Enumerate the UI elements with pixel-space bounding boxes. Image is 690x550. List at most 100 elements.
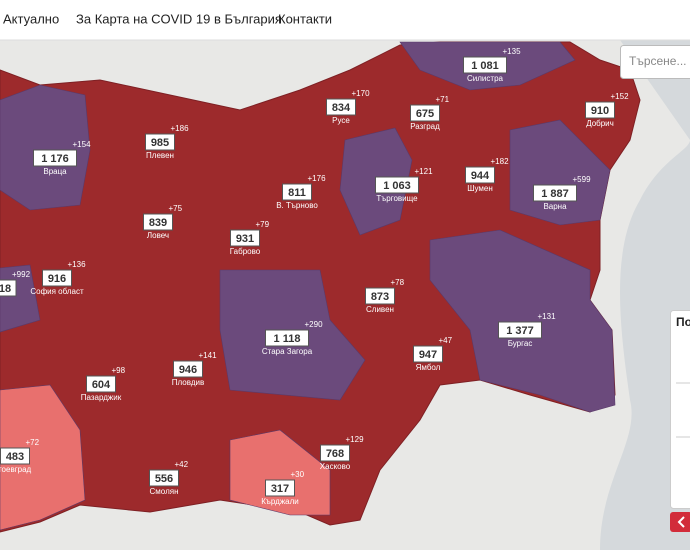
region-change: +152 — [611, 92, 630, 101]
region-value: 873 — [371, 291, 389, 303]
value-box — [533, 184, 577, 202]
region-change: +42 — [175, 460, 189, 469]
region-value: 1 081 — [471, 60, 499, 72]
region-value: 946 — [179, 364, 197, 376]
value-box — [413, 345, 443, 363]
region-name: Пловдив — [172, 378, 205, 387]
region-change: +186 — [171, 124, 190, 133]
region-change: +599 — [573, 175, 592, 184]
value-box — [498, 321, 542, 339]
region-change: +141 — [199, 351, 218, 360]
region-change: +290 — [305, 320, 324, 329]
region-change: +121 — [415, 167, 434, 176]
region-change: +47 — [439, 336, 453, 345]
nav-link[interactable]: За Карта на COVID 19 в България — [76, 11, 282, 26]
value-box — [326, 98, 356, 116]
region-value: 1 176 — [41, 153, 69, 165]
search-placeholder: Търсене... — [629, 54, 686, 68]
region-name: Търговище — [376, 194, 418, 203]
region-change: +154 — [73, 140, 92, 149]
region-value: 944 — [471, 170, 490, 182]
region-value: 834 — [332, 102, 351, 114]
search-box[interactable] — [620, 45, 690, 79]
chevron-icon — [677, 516, 685, 528]
region — [0, 384, 86, 531]
region-value: 910 — [591, 105, 609, 117]
region — [229, 429, 331, 516]
value-box — [463, 56, 507, 74]
region-name: Силистра — [467, 74, 503, 83]
value-box — [173, 360, 203, 378]
region-name: гоевград — [0, 465, 32, 474]
region-change: +129 — [346, 435, 365, 444]
region-value: 1 377 — [506, 325, 534, 337]
region-value: 811 — [288, 187, 306, 199]
region-change: +992 — [12, 270, 31, 279]
value-box — [282, 183, 312, 201]
region — [429, 229, 616, 413]
region-name: Хасково — [320, 462, 351, 471]
region-name: Враца — [43, 167, 67, 176]
region-name: София област — [30, 287, 84, 296]
navbar — [0, 0, 690, 40]
nav-link[interactable]: Контакти — [278, 11, 332, 26]
nav-link[interactable]: Актуално — [3, 11, 59, 26]
region-value: 947 — [419, 349, 437, 361]
side-panel — [670, 310, 690, 509]
region-name: Пазарджик — [81, 393, 122, 402]
value-box — [33, 149, 77, 167]
value-box — [42, 269, 72, 287]
region-name: Русе — [332, 116, 350, 125]
value-box — [149, 469, 179, 487]
region-value: 1 118 — [274, 333, 301, 345]
region-change: +30 — [291, 470, 305, 479]
region-value: 556 — [155, 473, 173, 485]
region-name: Кърджали — [261, 497, 299, 506]
region-name: Стара Загора — [262, 347, 313, 356]
region-change: +176 — [308, 174, 327, 183]
region-value: 1 063 — [383, 180, 411, 192]
region-value: 483 — [6, 451, 24, 463]
region-change: +72 — [26, 438, 40, 447]
region — [0, 84, 91, 211]
labels: 1 081 +135 Силистра 834+170 Русе 675+71 Разгра… — [0, 47, 629, 506]
region-value: 768 — [326, 448, 344, 460]
region-name: Сливен — [366, 305, 394, 314]
value-box — [0, 447, 30, 465]
value-box — [0, 279, 17, 297]
region-value: 985 — [151, 137, 169, 149]
value-box — [585, 101, 615, 119]
region-name: Разград — [410, 122, 440, 131]
region-value: 675 — [416, 108, 434, 120]
region-change: +131 — [538, 312, 557, 321]
value-box — [265, 479, 295, 497]
region-change: +71 — [436, 95, 450, 104]
region-change: +78 — [391, 278, 405, 287]
value-box — [230, 229, 260, 247]
region-name: Габрово — [230, 247, 261, 256]
region-value: 1 887 — [541, 188, 569, 200]
value-box — [465, 166, 495, 184]
region-value: 604 — [92, 379, 111, 391]
region-change: +182 — [491, 157, 510, 166]
value-box — [143, 213, 173, 231]
value-box — [265, 329, 309, 347]
region-change: +136 — [68, 260, 87, 269]
region-name: Ямбол — [416, 363, 441, 372]
region-change: +75 — [169, 204, 183, 213]
region-name: Варна — [543, 202, 567, 211]
region-name: Бургас — [508, 339, 533, 348]
region-name: Плевен — [146, 151, 174, 160]
region-name: Смолян — [150, 487, 179, 496]
region-change: +98 — [112, 366, 126, 375]
region-value: 317 — [271, 483, 289, 495]
sea — [600, 40, 690, 550]
panel-title: По — [676, 315, 690, 329]
region-change: +79 — [256, 220, 270, 229]
region-value: 916 — [48, 273, 66, 285]
region-change: +135 — [503, 47, 522, 56]
region-name: В. Търново — [276, 201, 318, 210]
region-name: Ловеч — [147, 231, 169, 240]
